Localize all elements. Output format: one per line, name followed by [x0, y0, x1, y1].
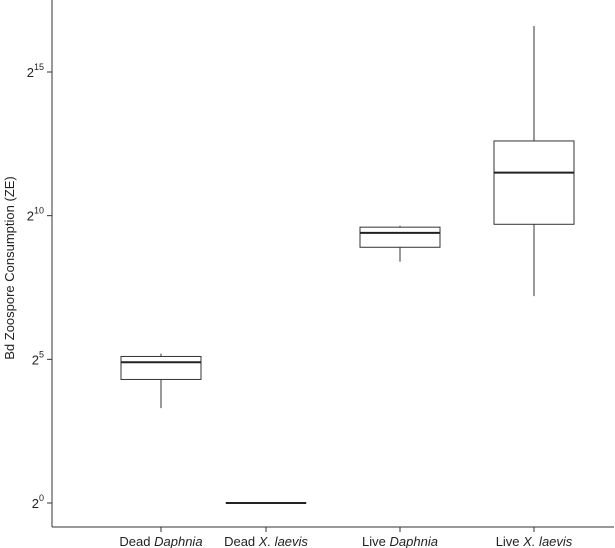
y-tick-label: 210	[27, 206, 44, 224]
box-3-iqr-box	[359, 226, 441, 248]
y-tick-label: 25	[32, 349, 44, 367]
plot-area: 20 25 210 215 Dead Daphnia Dead X. laevis Live…	[27, 0, 614, 548]
x-category-label: Dead X. laevis	[224, 534, 308, 548]
y-axis-title: Bd Zoospore Consumption (ZE)	[2, 176, 17, 360]
x-category-label: Dead Daphnia	[119, 534, 202, 548]
y-tick-label: 20	[32, 493, 44, 511]
x-category-label: Live X. laevis	[496, 534, 573, 548]
x-category-label: Live Daphnia	[362, 534, 438, 548]
box-4-iqr-box	[493, 140, 575, 225]
y-tick-label: 215	[27, 62, 44, 80]
box-1-iqr-box	[120, 355, 202, 380]
